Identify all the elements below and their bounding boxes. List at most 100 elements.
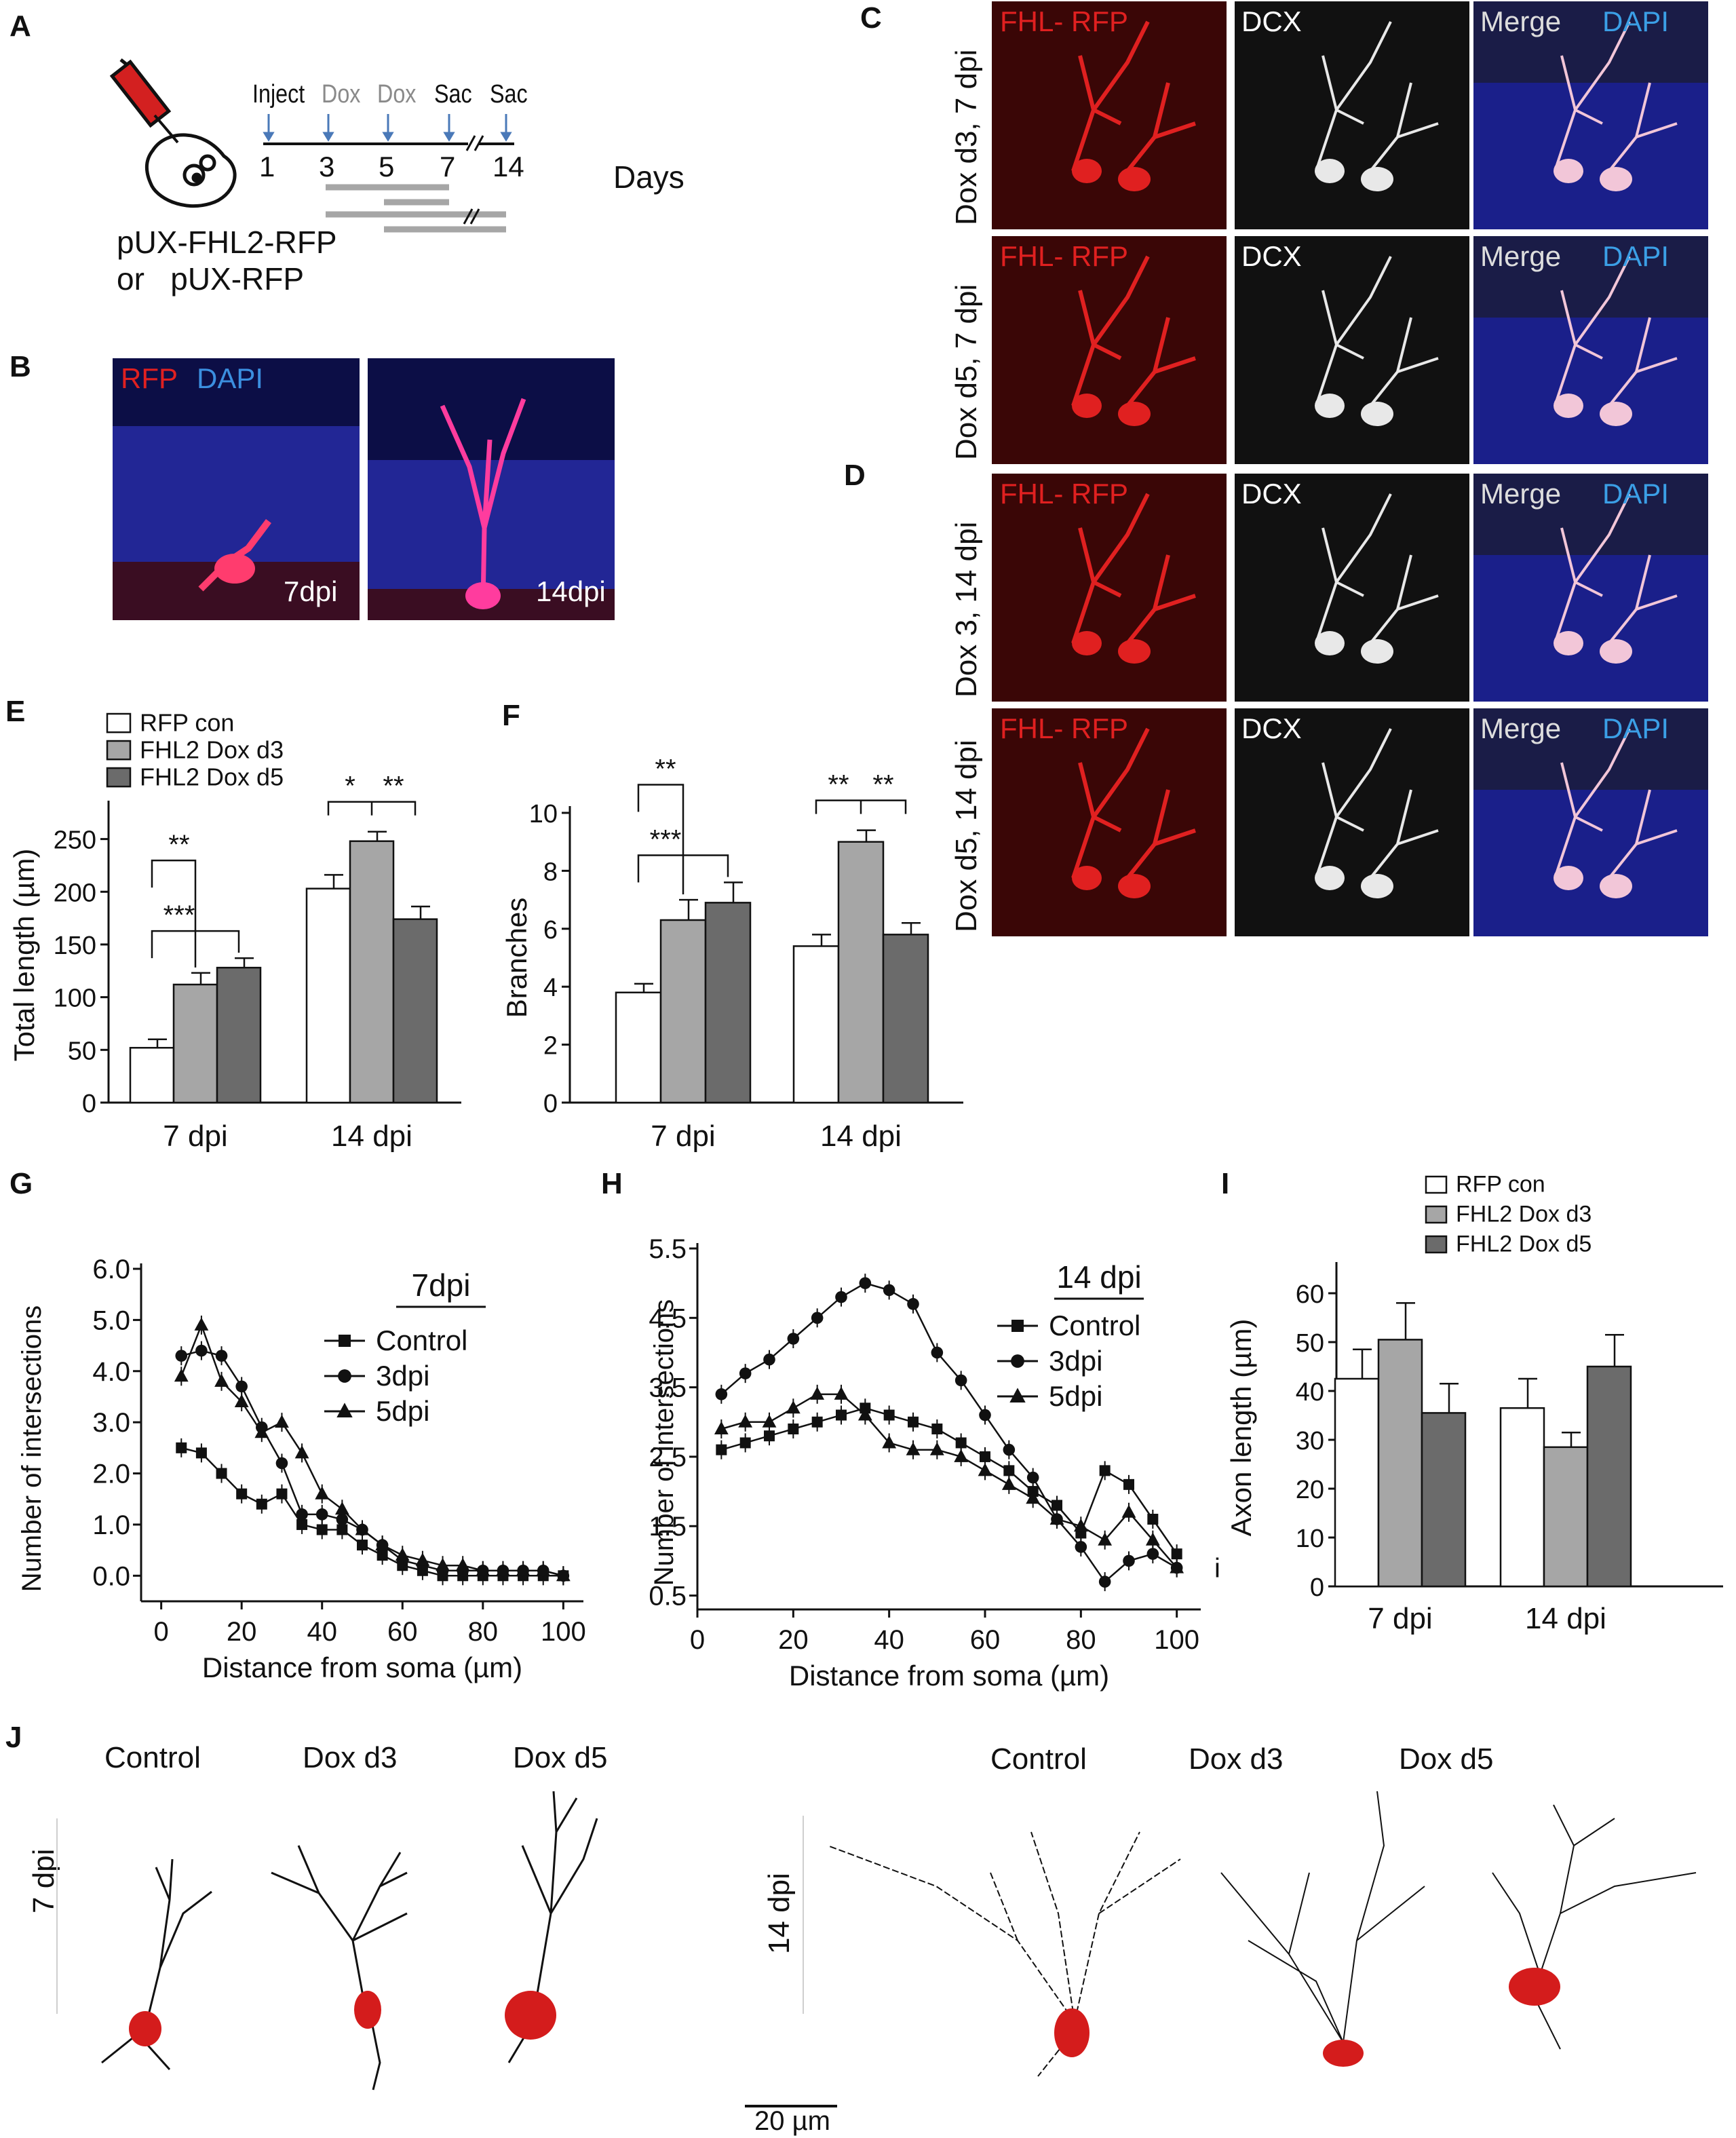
point-2-11 <box>395 1547 410 1561</box>
y-tick-label: 2.0 <box>92 1459 130 1489</box>
cd-label-dapi: DAPI <box>1602 712 1670 744</box>
point-0-3 <box>788 1424 799 1434</box>
cd-label-merge: Merge <box>1480 712 1562 744</box>
point-0-12 <box>1003 1465 1015 1476</box>
point-2-7 <box>315 1486 330 1500</box>
cd-cells-r2-merge <box>1473 474 1708 664</box>
point-1-5 <box>275 1457 288 1470</box>
y-tick-label: 5.0 <box>92 1305 130 1335</box>
legend-marker-2 <box>336 1402 353 1417</box>
point-2-19 <box>1170 1560 1184 1573</box>
legend-marker-2 <box>1009 1388 1026 1402</box>
neuron-control-7dpi <box>101 1858 212 2071</box>
legend-label-2: 5dpi <box>376 1395 429 1427</box>
point-2-18 <box>1145 1532 1160 1546</box>
point-0-2 <box>216 1468 227 1479</box>
j-label-doxd5-14: Dox d5 <box>1399 1742 1494 1776</box>
y-tick-label: 5.5 <box>649 1234 687 1264</box>
point-2-4 <box>810 1386 825 1400</box>
cd-image-r2-dcx: DCX <box>1235 474 1469 702</box>
dox-duration-bars <box>326 184 506 233</box>
x-tick-label: 40 <box>307 1617 337 1647</box>
legend-swatch-0 <box>1425 1175 1448 1194</box>
x-axis-label: Distance from soma (µm) <box>789 1660 1109 1692</box>
soma-mark <box>1361 167 1393 191</box>
point-2-6 <box>857 1407 872 1421</box>
legend-marker-0 <box>1011 1320 1024 1332</box>
y-tick-label: 250 <box>54 826 96 855</box>
point-1-10 <box>954 1374 967 1387</box>
bar-0-1 <box>792 945 840 1104</box>
y-axis-label: Number of intersections <box>649 1299 679 1586</box>
bar-2-1 <box>882 934 929 1104</box>
neurite-trace <box>1315 256 1439 407</box>
point-0-9 <box>357 1540 368 1551</box>
point-2-1 <box>194 1317 209 1331</box>
legend-label-2: 5dpi <box>1049 1380 1102 1412</box>
sig-mark: ** <box>168 830 189 860</box>
cd-cells-r3-rfp <box>1071 727 1196 898</box>
timeline-day-5: 5 <box>379 151 395 183</box>
cd-label-merge: Merge <box>1480 5 1562 37</box>
legend-swatch-2 <box>1425 1235 1448 1254</box>
label-dapi: DAPI <box>197 362 264 394</box>
point-2-3 <box>234 1394 249 1407</box>
sig-bracket <box>151 930 240 959</box>
point-0-6 <box>296 1519 308 1530</box>
point-2-16 <box>1098 1532 1113 1546</box>
construct-fhl2-rfp: pUX-FHL2-RFP <box>117 225 337 260</box>
cd-cells-r1-merge <box>1473 236 1708 426</box>
point-1-16 <box>1098 1576 1111 1588</box>
point-2-8 <box>334 1502 349 1515</box>
sig-bracket <box>637 784 684 895</box>
y-tick-label: 8 <box>543 858 558 886</box>
point-0-0 <box>716 1444 727 1455</box>
point-1-7 <box>883 1284 895 1297</box>
soma-mark <box>1315 159 1345 183</box>
point-0-17 <box>1123 1478 1134 1490</box>
cd-image-r2-merge: Merge DAPI <box>1473 474 1708 702</box>
legend-label-1: FHL2 Dox d3 <box>1456 1202 1592 1227</box>
timeline-day-1: 1 <box>259 151 275 183</box>
cd-cells-r0-dcx <box>1315 21 1439 191</box>
point-1-11 <box>979 1409 991 1421</box>
legend-swatch-0 <box>106 712 132 733</box>
bar-1-1 <box>1543 1446 1589 1588</box>
panel-letter-d: D <box>844 459 866 492</box>
cd-image-r1-dcx: DCX <box>1235 236 1469 464</box>
bar-2-0 <box>216 966 262 1104</box>
x-tick-label: 80 <box>1066 1625 1096 1655</box>
point-2-1 <box>738 1414 753 1428</box>
bar-1-0 <box>172 983 218 1104</box>
point-2-10 <box>954 1449 969 1462</box>
point-2-5 <box>275 1414 289 1428</box>
y-axis-label: Axon length (µm) <box>1225 1319 1257 1537</box>
legend-label-2: FHL2 Dox d5 <box>140 763 284 791</box>
point-2-15 <box>1073 1519 1088 1532</box>
j-label-control-14: Control <box>990 1742 1087 1776</box>
mouse-icon <box>144 133 237 208</box>
bar-0-0 <box>1334 1377 1380 1588</box>
bar-1-1 <box>349 840 395 1104</box>
sig-mark: ** <box>828 770 849 800</box>
construct-rfp: or pUX-RFP <box>117 261 305 297</box>
cd-label-fhl-rfp: FHL- RFP <box>1000 5 1128 37</box>
soma-mark <box>1554 631 1583 655</box>
category-label-1: 14 dpi <box>331 1120 412 1153</box>
sig-mark: * <box>345 771 355 801</box>
cd-cells-r2-dcx <box>1315 493 1439 664</box>
x-axis-label: Distance from soma (µm) <box>202 1652 522 1683</box>
point-0-9 <box>931 1424 943 1434</box>
panel-b-image-14dpi: 14dpi <box>368 358 615 620</box>
bar-2-1 <box>392 918 438 1104</box>
panel-letter-i: I <box>1221 1167 1230 1200</box>
cd-cells-r3-merge <box>1473 708 1708 898</box>
annotation: i <box>1214 1554 1220 1584</box>
chart-title: 14 dpi <box>1056 1259 1141 1295</box>
cd-image-r3-rfp: FHL- RFP <box>992 708 1227 936</box>
sig-mark: ** <box>655 754 676 784</box>
soma-mark <box>1072 159 1102 183</box>
y-tick-label: 2.5 <box>649 1443 687 1472</box>
point-0-14 <box>1052 1500 1062 1511</box>
